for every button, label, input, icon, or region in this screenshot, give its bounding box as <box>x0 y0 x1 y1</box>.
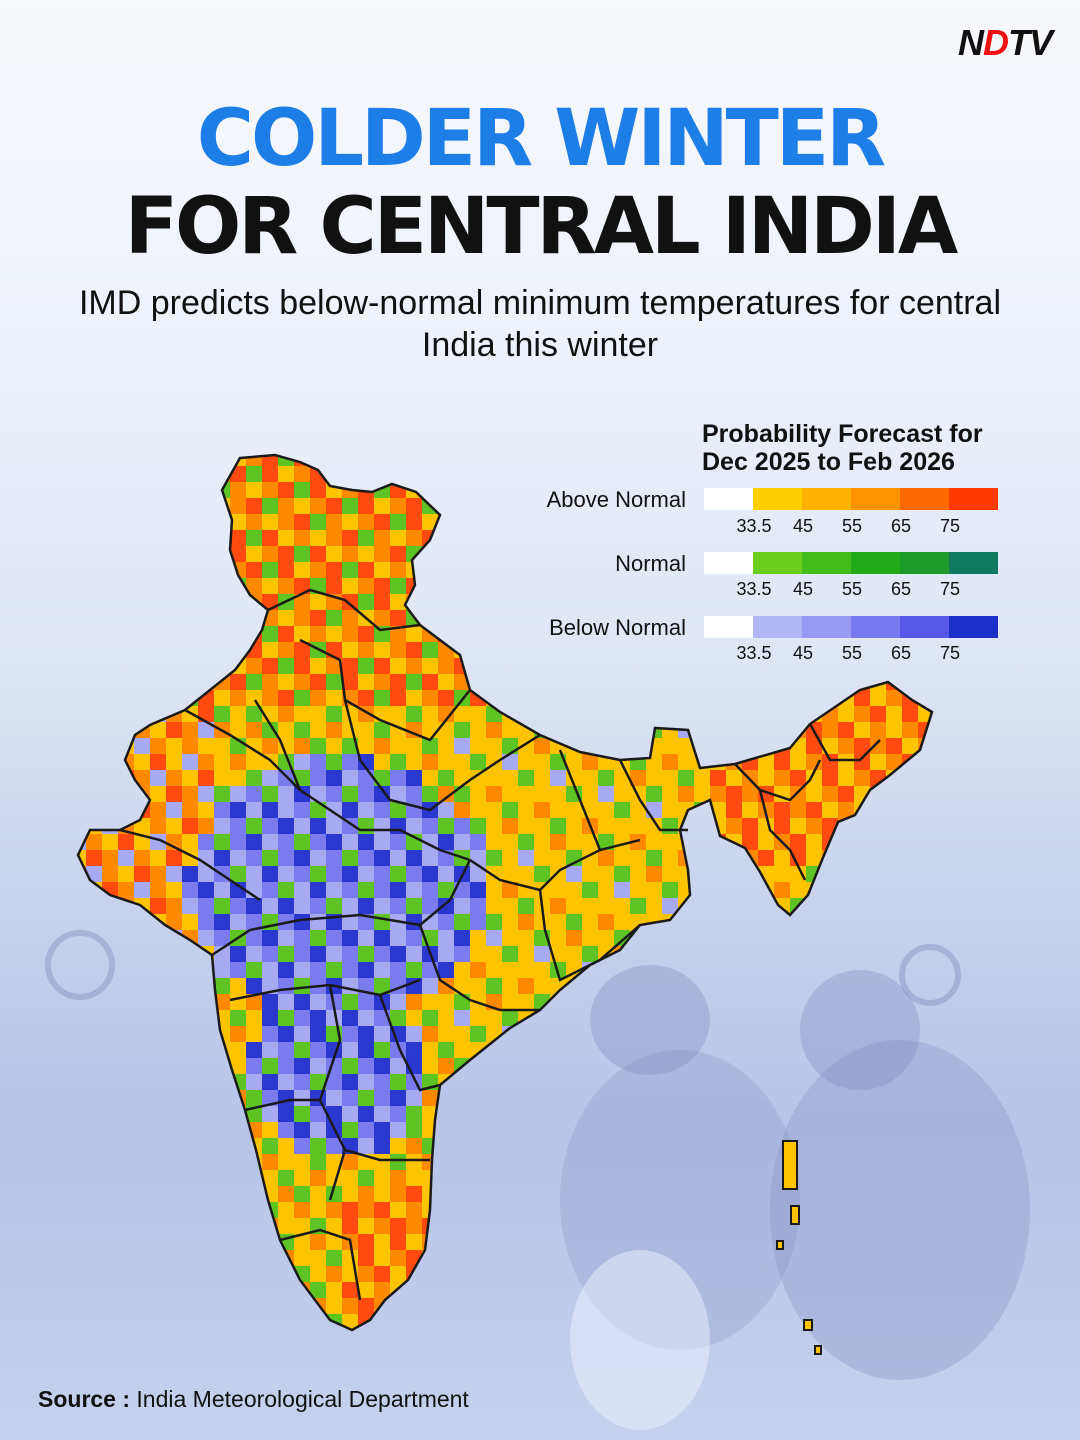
legend-tick: 55 <box>841 643 863 663</box>
legend-swatch <box>753 616 802 638</box>
background-photo <box>45 930 1030 1430</box>
legend-label-normal: Normal <box>615 551 686 576</box>
legend-swatch <box>949 616 998 638</box>
legend-tick: 75 <box>939 516 961 536</box>
legend-bar-normal <box>704 552 998 574</box>
legend-tick: 33.5 <box>736 643 772 663</box>
headline-line-1: COLDER WINTER <box>196 94 886 184</box>
legend-bar-above <box>704 488 998 510</box>
legend-tick: 75 <box>939 643 961 663</box>
legend-tick: 65 <box>890 516 912 536</box>
legend-tick: 55 <box>841 516 863 536</box>
ndtv-logo: NDTV <box>957 22 1053 63</box>
legend-swatch <box>851 488 900 510</box>
legend-tick: 33.5 <box>736 579 772 599</box>
legend-bar-below <box>704 616 998 638</box>
state-borders <box>76 453 934 1355</box>
legend-swatch <box>802 616 851 638</box>
legend-ticks-below: 33.5 45 55 65 75 <box>704 643 998 665</box>
legend-swatch <box>704 488 753 510</box>
legend-tick: 33.5 <box>736 516 772 536</box>
legend-tick: 65 <box>890 579 912 599</box>
legend-tick: 45 <box>792 579 814 599</box>
legend-tick: 65 <box>890 643 912 663</box>
legend-tick: 45 <box>792 643 814 663</box>
legend-ticks-above: 33.5 45 55 65 75 <box>704 516 998 538</box>
legend-swatch <box>900 552 949 574</box>
legend-swatch <box>949 552 998 574</box>
legend-swatch <box>851 552 900 574</box>
legend-label-below: Below Normal <box>549 615 686 640</box>
legend-tick: 55 <box>841 579 863 599</box>
source-credit: Source : India Meteorological Department <box>38 1386 469 1412</box>
legend-label-above: Above Normal <box>546 487 686 512</box>
headline-line-2: FOR CENTRAL INDIA <box>124 182 959 272</box>
legend-tick: 45 <box>792 516 814 536</box>
legend-swatch <box>802 488 851 510</box>
legend-swatch <box>900 616 949 638</box>
legend-swatch <box>704 616 753 638</box>
legend-tick: 75 <box>939 579 961 599</box>
subtitle: IMD predicts below-normal minimum temper… <box>78 284 1002 364</box>
legend-ticks-normal: 33.5 45 55 65 75 <box>704 579 998 601</box>
legend-swatch <box>900 488 949 510</box>
legend-swatch <box>949 488 998 510</box>
legend-swatch <box>851 616 900 638</box>
legend-swatch <box>802 552 851 574</box>
legend-swatch <box>704 552 753 574</box>
legend-swatch <box>753 488 802 510</box>
legend-title: Probability Forecast for Dec 2025 to Feb… <box>702 420 983 476</box>
legend-swatch <box>753 552 802 574</box>
